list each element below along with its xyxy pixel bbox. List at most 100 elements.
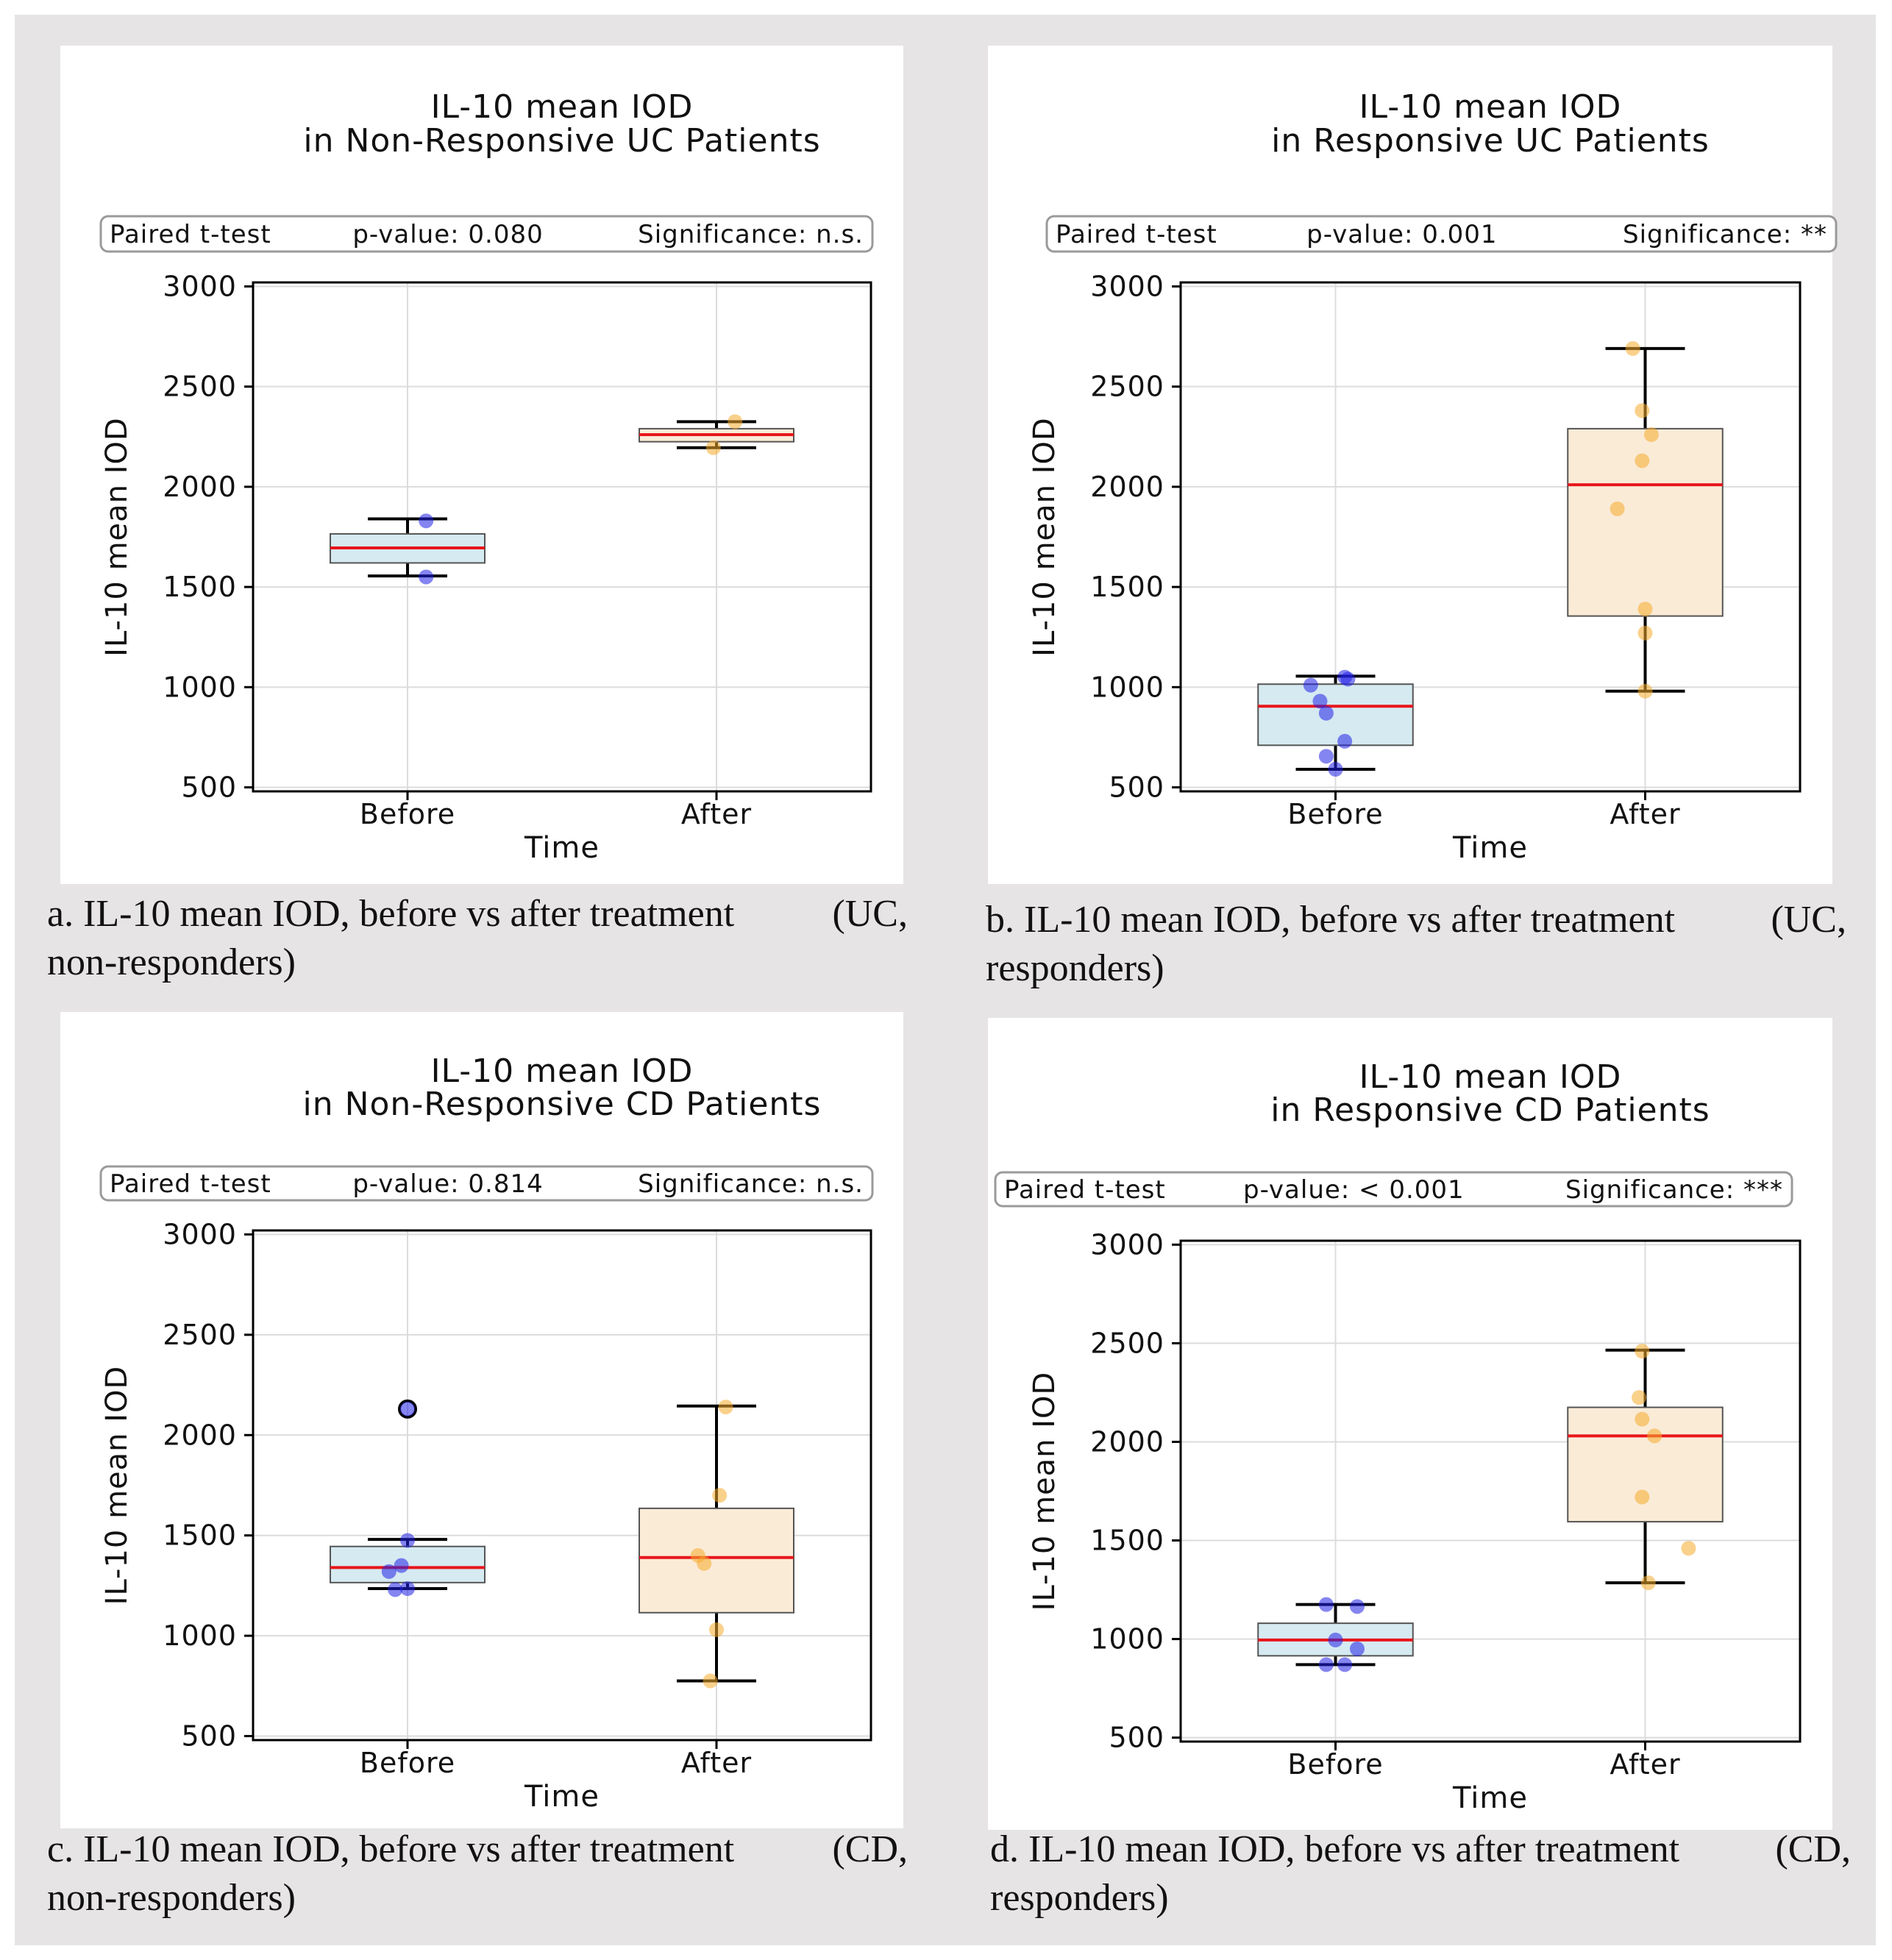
data-point: [1318, 749, 1334, 764]
y-tick-label: 500: [1109, 1722, 1164, 1754]
box-iqr: [1567, 1406, 1724, 1523]
caption-line2: responders): [986, 947, 1164, 989]
data-point: [400, 1533, 415, 1548]
stats-p-value: p-value: 0.080: [352, 220, 543, 249]
x-tick-label: After: [681, 1747, 752, 1779]
data-point: [1681, 1541, 1696, 1556]
caption-paren: (CD,: [832, 1828, 908, 1870]
caption-d: d. IL-10 mean IOD, before vs after treat…: [990, 1825, 1851, 1922]
data-point: [1349, 1599, 1365, 1614]
data-point: [419, 513, 434, 529]
data-point: [1647, 1428, 1662, 1444]
stats-test: Paired t-test: [1056, 220, 1217, 249]
y-tick-label: 500: [1109, 771, 1164, 804]
plot-frame: [252, 281, 872, 793]
y-tick-label: 2500: [1090, 1327, 1164, 1359]
plot-frame: [1179, 281, 1802, 793]
data-point: [1337, 733, 1353, 749]
y-tick-label: 1000: [163, 1619, 237, 1652]
y-tick-label: 1000: [1090, 671, 1164, 703]
stats-box: [99, 215, 874, 253]
x-tick-label: Before: [1287, 1748, 1383, 1781]
data-point: [381, 1564, 396, 1579]
outlier-marker: [398, 1399, 417, 1419]
data-point: [1635, 1489, 1650, 1505]
plot-frame: [252, 1229, 872, 1742]
stats-test: Paired t-test: [110, 220, 271, 249]
chart-b: IL-10 mean IOD in Responsive UC Patients P…: [1028, 88, 1838, 865]
panel-b: IL-10 mean IOD in Responsive UC Patients P…: [988, 46, 1838, 884]
stats-p-value: p-value: 0.814: [352, 1169, 543, 1199]
panel-c: IL-10 mean IOD in Non-Responsive CD Patie…: [60, 1012, 903, 1828]
data-point: [1328, 1632, 1343, 1647]
y-tick-label: 2000: [1090, 471, 1164, 503]
x-tick-label: After: [681, 798, 752, 830]
caption-letter: d.: [990, 1828, 1019, 1870]
chart-title-line1: IL-10 mean IOD: [431, 1052, 694, 1090]
data-point: [1328, 762, 1343, 777]
chart-title-line1: IL-10 mean IOD: [431, 88, 694, 126]
chart-title-line2: in Non-Responsive CD Patients: [303, 1086, 822, 1123]
stats-significance: Significance: n.s.: [638, 1169, 864, 1199]
stats-test: Paired t-test: [110, 1169, 271, 1199]
caption-paren: (UC,: [1771, 899, 1846, 941]
stats-box: [99, 1165, 874, 1202]
stats-p-value: p-value: 0.001: [1306, 220, 1497, 249]
stats-p-value: p-value: < 0.001: [1243, 1175, 1465, 1205]
chart-title-line2: in Responsive CD Patients: [1270, 1091, 1710, 1129]
y-tick-label: 2500: [163, 1319, 237, 1351]
chart-title-line2: in Non-Responsive UC Patients: [303, 122, 820, 160]
stats-box: [1045, 215, 1838, 253]
caption-text: IL-10 mean IOD, before vs after treatmen…: [1024, 899, 1676, 941]
y-tick-label: 2500: [163, 371, 237, 403]
caption-text: IL-10 mean IOD, before vs after treatmen…: [83, 893, 735, 935]
box-iqr: [1257, 683, 1414, 746]
x-tick-label: Before: [360, 798, 455, 830]
data-point: [697, 1555, 712, 1571]
data-point: [400, 1581, 415, 1597]
caption-letter: a.: [47, 893, 74, 935]
data-point: [718, 1400, 733, 1415]
y-axis-label: IL-10 mean IOD: [1028, 417, 1061, 657]
y-axis-label: IL-10 mean IOD: [1028, 1372, 1061, 1611]
x-tick-label: Before: [360, 1747, 455, 1779]
stats-significance: Significance: n.s.: [638, 220, 864, 249]
data-point: [1635, 403, 1650, 418]
caption-a: a. IL-10 mean IOD, before vs after treat…: [47, 890, 908, 987]
y-tick-label: 500: [181, 1720, 237, 1753]
y-axis-label: IL-10 mean IOD: [100, 1366, 134, 1606]
data-point: [1635, 1411, 1650, 1427]
data-point: [1610, 501, 1625, 516]
stats-significance: Significance: **: [1623, 220, 1827, 249]
y-tick-label: 1000: [163, 671, 237, 703]
x-axis-label: Time: [1452, 831, 1528, 865]
chart-title-line2: in Responsive UC Patients: [1271, 122, 1710, 160]
caption-line2: non-responders): [47, 1877, 296, 1919]
data-point: [1318, 1597, 1334, 1612]
data-point: [394, 1558, 409, 1573]
data-point: [419, 569, 434, 585]
plot-frame: [1179, 1239, 1802, 1743]
caption-letter: c.: [47, 1828, 74, 1870]
y-tick-label: 3000: [163, 270, 237, 302]
chart-title-line1: IL-10 mean IOD: [1359, 1058, 1622, 1096]
caption-line2: responders): [990, 1877, 1169, 1919]
y-tick-label: 2500: [1090, 371, 1164, 403]
y-tick-label: 2000: [1090, 1425, 1164, 1458]
caption-text: IL-10 mean IOD, before vs after treatmen…: [1028, 1828, 1680, 1870]
box-iqr: [639, 1507, 794, 1614]
data-point: [1340, 671, 1356, 687]
caption-letter: b.: [986, 899, 1014, 941]
y-tick-label: 2000: [163, 471, 237, 503]
x-tick-label: After: [1610, 1748, 1680, 1781]
data-point: [1637, 625, 1653, 641]
data-point: [1637, 683, 1653, 699]
x-axis-label: Time: [524, 1780, 600, 1814]
data-point: [1640, 1575, 1656, 1591]
y-axis-label: IL-10 mean IOD: [100, 417, 134, 657]
data-point: [712, 1488, 728, 1503]
stats-test: Paired t-test: [1004, 1175, 1166, 1205]
